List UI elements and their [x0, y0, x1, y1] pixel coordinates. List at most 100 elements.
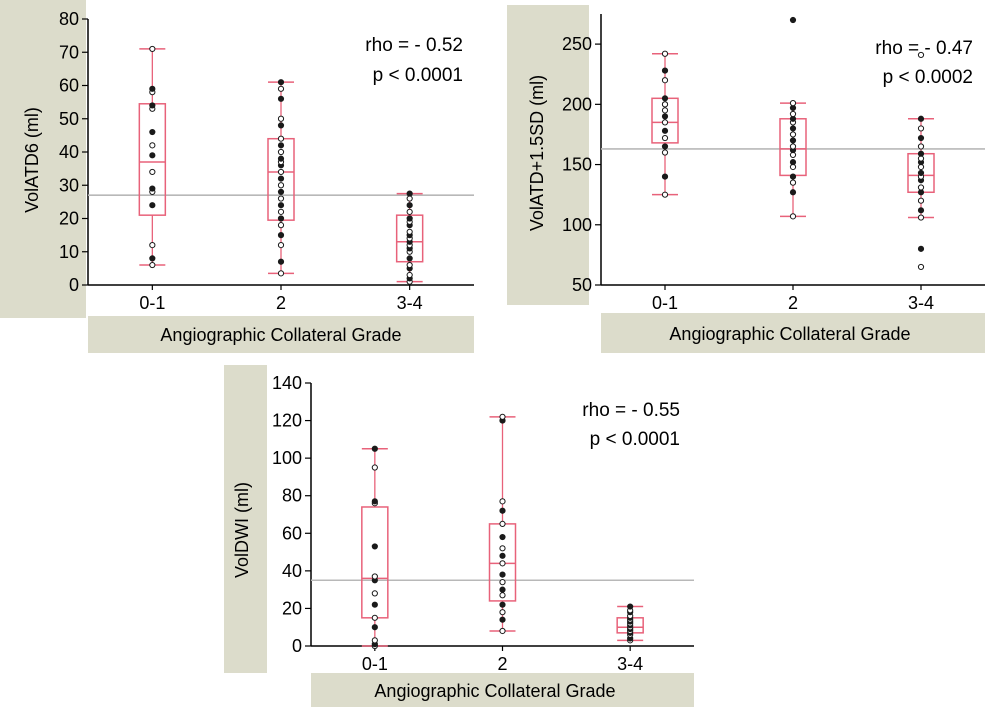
chart-panel-atd15sd: 50 100 150 200 250 0-1 2 3-4 VolATD+1.5SD (ml) …	[507, 5, 990, 355]
data-point	[499, 520, 506, 527]
data-point	[277, 95, 285, 102]
data-point	[661, 143, 669, 150]
data-point	[371, 445, 378, 452]
p-value-annotation: p < 0.0001	[373, 65, 463, 86]
y-tick-label: 0	[292, 636, 302, 656]
y-tick-label: 20	[282, 598, 302, 618]
data-point	[789, 179, 797, 186]
data-point	[917, 214, 925, 221]
data-point	[917, 263, 925, 271]
data-point	[917, 51, 925, 59]
y-tick-label: 200	[562, 94, 592, 114]
x-tick-label: 2	[276, 293, 286, 313]
data-point	[406, 202, 413, 209]
data-point	[149, 128, 156, 136]
data-point	[149, 255, 156, 262]
y-tick-label: 70	[59, 42, 79, 62]
chart-panel-dwi: 0 20 40 60 80 100 120 140 0-1 2 3-4 VolDWI (ml) An…	[224, 365, 694, 708]
data-point	[789, 213, 797, 220]
data-point	[406, 228, 413, 235]
data-point	[277, 85, 285, 92]
data-point	[277, 242, 285, 249]
plot-area: 0 10 20 30 40 50 60 70 80 0-1 2 3-4	[59, 9, 474, 313]
data-point	[499, 616, 506, 623]
data-point	[661, 149, 669, 156]
data-point	[661, 67, 669, 74]
rho-annotation: rho = - 0.47	[875, 38, 973, 59]
p-value-annotation: p < 0.0001	[590, 429, 680, 450]
data-point	[406, 215, 413, 222]
data-point	[371, 637, 378, 644]
data-point	[917, 115, 925, 122]
y-tick-label: 60	[282, 523, 302, 543]
y-tick-label: 60	[59, 76, 79, 96]
data-point	[661, 191, 669, 198]
rho-annotation: rho = - 0.52	[365, 35, 463, 56]
data-point	[789, 125, 797, 132]
data-point	[277, 258, 285, 265]
box-2	[779, 16, 807, 220]
data-point	[917, 197, 925, 204]
iqr-box	[138, 103, 167, 216]
data-point	[917, 125, 925, 132]
x-axis-label: Angiographic Collateral Grade	[669, 324, 910, 344]
y-tick-label: 140	[272, 373, 302, 393]
y-tick-label: 120	[272, 411, 302, 431]
data-point	[149, 261, 156, 269]
plot-area: 50 100 150 200 250 0-1 2 3-4	[562, 14, 985, 313]
data-point	[499, 413, 506, 420]
y-tick-label: 80	[282, 486, 302, 506]
x-tick-label: 0-1	[362, 654, 388, 674]
data-point	[917, 169, 925, 177]
data-point	[277, 155, 285, 162]
data-point	[661, 107, 669, 114]
data-point	[149, 185, 156, 192]
data-point	[277, 79, 285, 86]
data-point	[789, 137, 797, 144]
xlabel-band	[311, 673, 694, 707]
y-tick-label: 150	[562, 155, 592, 175]
iqr-box	[395, 214, 424, 263]
data-point	[149, 242, 156, 249]
ylabel-band	[0, 0, 86, 318]
data-point	[499, 609, 506, 616]
data-point	[499, 552, 506, 559]
x-tick-label: 0-1	[652, 293, 678, 313]
data-point	[277, 222, 285, 229]
x-tick-label: 0-1	[139, 293, 165, 313]
data-point	[661, 101, 669, 108]
ylabel-band	[507, 5, 589, 305]
data-point	[917, 134, 925, 142]
data-point	[371, 543, 378, 550]
data-point	[149, 152, 156, 159]
y-tick-label: 40	[282, 561, 302, 581]
data-point	[277, 182, 285, 189]
data-point	[406, 208, 413, 215]
data-point	[499, 627, 506, 635]
data-point	[661, 95, 669, 102]
box-3-4	[395, 190, 424, 285]
ylabel-band	[224, 365, 267, 673]
data-point	[661, 50, 669, 57]
x-axis-label: Angiographic Collateral Grade	[160, 325, 401, 345]
data-point	[789, 131, 797, 138]
data-point	[917, 143, 925, 150]
y-tick-label: 100	[562, 215, 592, 235]
y-tick-label: 0	[69, 275, 79, 295]
data-point	[406, 195, 413, 202]
data-point	[149, 142, 156, 149]
data-point	[499, 507, 506, 514]
data-point	[499, 601, 506, 608]
data-point	[661, 127, 669, 134]
data-point	[371, 573, 378, 580]
data-point	[499, 560, 506, 567]
data-point	[277, 168, 285, 176]
data-point	[371, 498, 378, 505]
data-point	[789, 173, 797, 180]
data-point	[499, 545, 506, 552]
data-point	[277, 195, 285, 202]
data-point	[406, 255, 413, 262]
data-point	[149, 85, 156, 92]
box-2	[267, 79, 295, 277]
